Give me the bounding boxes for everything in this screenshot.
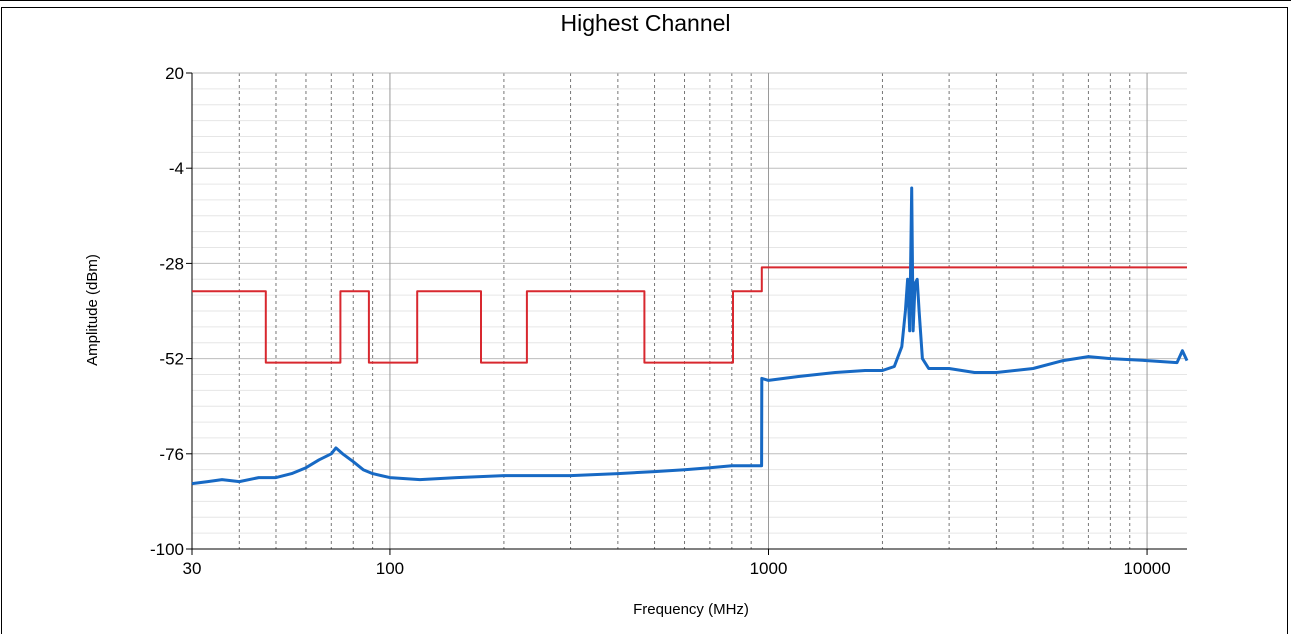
series-layer [191, 186, 1189, 486]
limit-line [192, 266, 1187, 364]
axes [186, 72, 1187, 555]
y-tick-label: -28 [159, 254, 184, 273]
y-tick-label: -100 [150, 540, 184, 559]
x-tick-label: 30 [183, 559, 202, 578]
minor-grid [191, 73, 1187, 549]
y-axis-label: Amplitude (dBm) [84, 254, 101, 366]
x-tick-label: 1000 [750, 559, 788, 578]
y-tick-label: -4 [169, 159, 184, 178]
chart-title: Highest Channel [560, 10, 731, 36]
y-tick-label: -76 [159, 445, 184, 464]
x-tick-label: 100 [376, 559, 404, 578]
x-tick-label: 10000 [1123, 559, 1170, 578]
y-tick-label: 20 [165, 64, 184, 83]
x-axis-label: Frequency (MHz) [633, 601, 749, 618]
y-tick-label: -52 [159, 350, 184, 369]
amplitude-trace [191, 186, 1189, 486]
frame-top-border [0, 0, 1291, 1]
